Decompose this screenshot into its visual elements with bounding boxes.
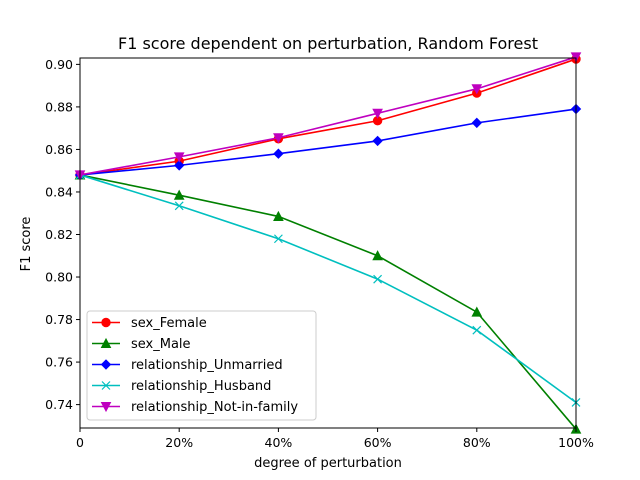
legend-label-sex_Male: sex_Male	[131, 337, 191, 352]
y-tick-label: 0.74	[45, 397, 73, 412]
x-tick-label: 80%	[463, 435, 491, 450]
data-point-relationship_Husband-60%	[373, 274, 383, 284]
series-line-relationship_Husband	[79, 174, 577, 404]
data-point-sex_Male-80%	[471, 306, 483, 317]
y-tick-label: 0.82	[45, 227, 73, 242]
legend-label-relationship_Husband: relationship_Husband	[131, 379, 271, 394]
legend-entry-sex_Female: sex_Female	[92, 316, 207, 331]
x-tick-label: 40%	[265, 435, 293, 450]
data-point-relationship_Husband-80%	[472, 325, 482, 335]
y-tick-label: 0.76	[45, 355, 73, 370]
x-axis-title: degree of perturbation	[254, 456, 402, 471]
legend-marker-relationship_Husband	[101, 381, 111, 390]
data-point-relationship_Unmarried-20%	[173, 160, 185, 171]
x-tick-label: 60%	[364, 435, 392, 450]
legend-marker-relationship_Not-in-family	[100, 401, 112, 413]
series-line-relationship_Unmarried	[79, 108, 577, 176]
x-tick-label: 100%	[558, 435, 594, 450]
data-point-relationship_Not-in-family-100%	[570, 52, 582, 63]
y-tick-label: 0.88	[45, 99, 73, 114]
series-line-relationship_Not-in-family	[79, 56, 577, 176]
legend-marker-relationship_Unmarried	[100, 359, 112, 370]
series-line-sex_Female	[79, 58, 577, 176]
data-point-relationship_Unmarried-60%	[372, 135, 383, 147]
data-point-relationship_Husband-20%	[174, 201, 184, 211]
y-axis-title: F1 score	[19, 217, 34, 272]
data-point-relationship_Not-in-family-60%	[372, 108, 383, 119]
data-point-relationship_Husband-40%	[273, 234, 283, 244]
data-point-sex_Male-20%	[173, 189, 185, 200]
x-tick-label: 20%	[165, 435, 193, 450]
legend-label-relationship_Not-in-family: relationship_Not-in-family	[131, 400, 298, 415]
legend: sex_Female sex_Male relationship_Unmarried…	[86, 310, 317, 421]
chart-title: F1 score dependent on perturbation, Rand…	[118, 34, 538, 53]
data-point-relationship_Unmarried-80%	[471, 117, 483, 129]
data-point-relationship_Not-in-family-40%	[273, 133, 284, 144]
y-tick-label: 0.90	[45, 57, 73, 72]
legend-entry-sex_Male: sex_Male	[92, 337, 191, 352]
plot-frame	[79, 57, 577, 429]
legend-entry-relationship_Husband: relationship_Husband	[92, 379, 271, 394]
x-tick-label: 0	[76, 435, 84, 450]
legend-marker-sex_Female	[101, 317, 111, 328]
data-point-relationship_Not-in-family-80%	[471, 84, 483, 95]
legend-entry-relationship_Not-in-family: relationship_Not-in-family	[92, 400, 298, 415]
series-relationship_Not-in-family	[74, 52, 582, 181]
data-point-sex_Male-40%	[273, 210, 284, 221]
series-group	[74, 52, 582, 434]
data-point-relationship_Unmarried-40%	[273, 148, 284, 159]
legend-label-relationship_Unmarried: relationship_Unmarried	[131, 358, 283, 373]
legend-marker-sex_Male	[100, 337, 112, 349]
y-tick-label: 0.80	[45, 270, 73, 285]
data-point-relationship_Not-in-family-20%	[173, 152, 185, 163]
y-tick-label: 0.84	[45, 184, 73, 199]
data-point-sex_Male-60%	[372, 250, 383, 261]
y-tick-label: 0.78	[45, 312, 73, 327]
series-line-sex_Male	[79, 174, 577, 430]
series-relationship_Husband	[75, 170, 581, 407]
y-tick-label: 0.86	[45, 142, 73, 157]
legend-box	[86, 310, 317, 421]
legend-entry-relationship_Unmarried: relationship_Unmarried	[92, 358, 283, 373]
legend-label-sex_Female: sex_Female	[131, 316, 207, 331]
plot-area: 0 20% 40% 60% 80% 100% 0.74 0.76 0.78 0.80 0.82 0.8…	[45, 52, 594, 450]
